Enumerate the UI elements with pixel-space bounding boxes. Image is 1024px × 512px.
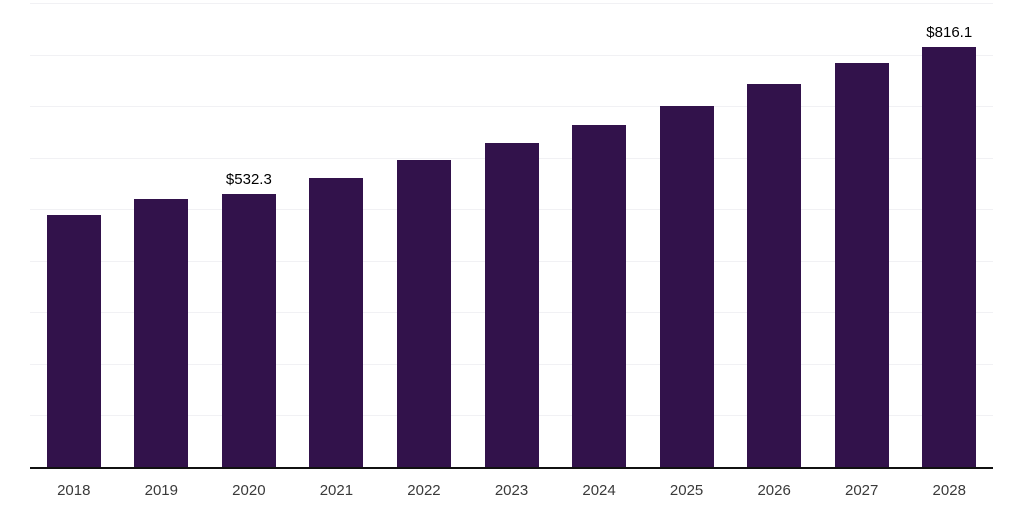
bar-2019 [134, 198, 189, 468]
bar-2024 [572, 124, 627, 468]
gridline-700 [30, 106, 993, 108]
bar-2020 [221, 193, 276, 468]
x-tick-label-2025: 2025 [669, 482, 704, 499]
bar-slot-2026 [730, 4, 818, 468]
bar-slot-2027 [818, 4, 906, 468]
bar-2022 [396, 159, 451, 468]
x-axis-labels: 2018 2019 2020 2021 2022 2023 2024 2025 2026 2027… [30, 482, 993, 500]
bar-slot-2022 [380, 4, 468, 468]
gridline-800 [30, 54, 993, 56]
bar-2026 [747, 84, 802, 468]
bar-2027 [834, 63, 889, 468]
bar-2028 [922, 47, 977, 468]
bar-slot-2024 [555, 4, 643, 468]
bar-2018 [46, 215, 101, 468]
bar-2021 [309, 177, 364, 468]
bar-series: $532.3 $816.1 [30, 4, 993, 468]
x-axis-line [30, 467, 993, 469]
x-tick-label-2018: 2018 [57, 482, 91, 499]
gridline-900 [30, 3, 993, 4]
bar-slot-2021 [293, 4, 381, 468]
bar-slot-2025 [643, 4, 731, 468]
bar-2023 [484, 142, 539, 468]
x-tick-label-2027: 2027 [845, 482, 879, 499]
x-tick-label-2021: 2021 [319, 482, 354, 499]
x-tick-label-2019: 2019 [144, 482, 178, 499]
x-tick-label-2028: 2028 [932, 482, 966, 499]
x-tick-label-2020: 2020 [232, 482, 266, 499]
data-label-2020: $532.3 [225, 170, 272, 188]
bar-2025 [659, 105, 714, 468]
bar-slot-2028: $816.1 [905, 4, 993, 468]
x-tick-label-2023: 2023 [494, 482, 529, 499]
bar-slot-2020: $532.3 [205, 4, 293, 468]
bar-slot-2018 [30, 4, 118, 468]
plot-area: $532.3 $816.1 [30, 3, 993, 469]
x-tick-label-2026: 2026 [757, 482, 791, 499]
bar-slot-2023 [468, 4, 556, 468]
data-label-2028: $816.1 [926, 24, 973, 42]
x-tick-label-2024: 2024 [582, 482, 616, 499]
x-tick-label-2022: 2022 [407, 482, 441, 499]
bar-slot-2019 [118, 4, 206, 468]
